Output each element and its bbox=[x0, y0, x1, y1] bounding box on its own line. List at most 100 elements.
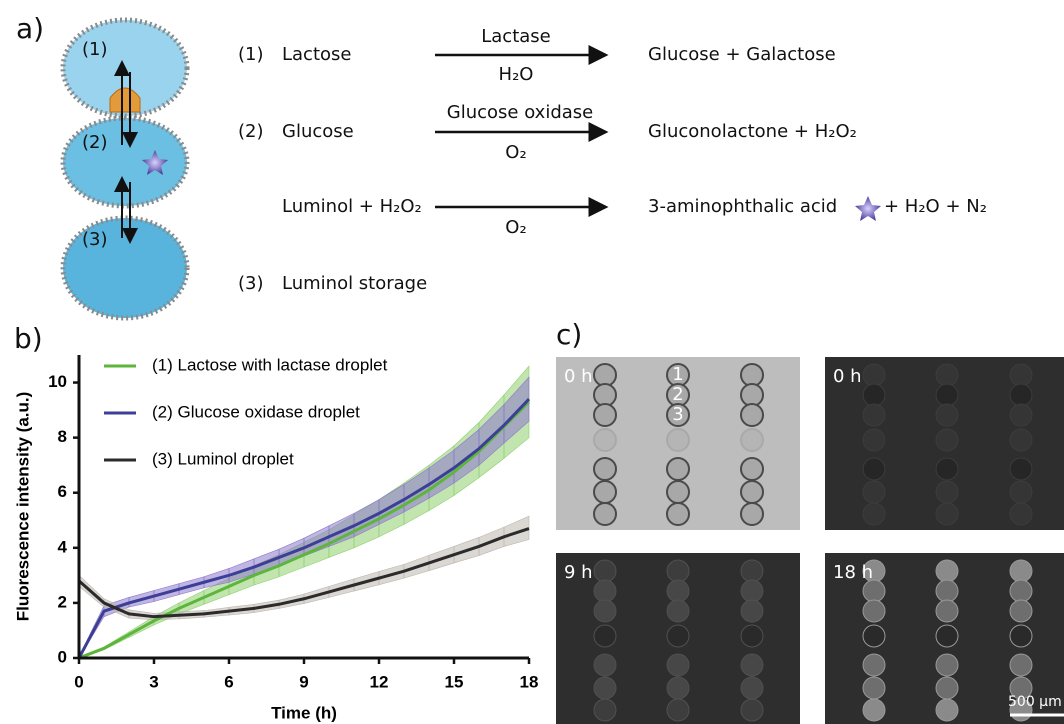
y-axis-label: Fluorescence intensity (a.u.) bbox=[13, 392, 32, 622]
droplet bbox=[667, 481, 689, 503]
enzyme: Glucose oxidase bbox=[447, 102, 593, 123]
reactant: Luminol storage bbox=[282, 273, 427, 294]
frame-time: 0 h bbox=[833, 366, 862, 387]
x-tick-label: 18 bbox=[520, 672, 539, 691]
droplet bbox=[863, 429, 885, 451]
product: Gluconolactone + H₂O₂ bbox=[648, 121, 857, 142]
droplet bbox=[1010, 560, 1032, 582]
droplet bbox=[863, 458, 885, 480]
droplet bbox=[741, 654, 763, 676]
droplet-number: 3 bbox=[672, 404, 683, 425]
x-tick-label: 0 bbox=[74, 672, 83, 691]
droplet-diagram bbox=[63, 20, 187, 318]
droplet bbox=[1010, 654, 1032, 676]
droplet bbox=[594, 404, 616, 426]
droplet bbox=[741, 699, 763, 721]
x-tick-label: 15 bbox=[445, 672, 464, 691]
legend-label: (1) Lactose with lactase droplet bbox=[152, 355, 388, 374]
y-tick-label: 2 bbox=[58, 592, 67, 611]
droplet bbox=[863, 384, 885, 406]
droplet bbox=[1010, 625, 1032, 647]
panel-label: a) bbox=[16, 12, 44, 45]
droplet bbox=[863, 654, 885, 676]
droplet bbox=[594, 481, 616, 503]
droplet bbox=[863, 364, 885, 386]
enzyme: Lactase bbox=[481, 26, 551, 47]
x-axis-label: Time (h) bbox=[271, 703, 337, 722]
droplet bbox=[741, 600, 763, 622]
droplet bbox=[936, 677, 958, 699]
droplet bbox=[741, 481, 763, 503]
droplet bbox=[863, 600, 885, 622]
droplet bbox=[741, 580, 763, 602]
cofactor: O₂ bbox=[505, 217, 526, 238]
droplet bbox=[936, 404, 958, 426]
reactant: Luminol + H₂O₂ bbox=[282, 196, 422, 217]
droplet bbox=[667, 625, 689, 647]
y-tick-label: 10 bbox=[48, 372, 67, 391]
droplet bbox=[936, 699, 958, 721]
droplet bbox=[594, 699, 616, 721]
droplet bbox=[594, 384, 616, 406]
droplet bbox=[1010, 429, 1032, 451]
droplet bbox=[594, 677, 616, 699]
droplet bbox=[667, 458, 689, 480]
x-tick-label: 9 bbox=[299, 672, 308, 691]
figure: a) (1) (2) (3) (1) Lactose Lactase H₂O G… bbox=[0, 0, 1064, 724]
legend-label: (3) Luminol droplet bbox=[152, 449, 294, 468]
droplet bbox=[667, 600, 689, 622]
droplet-label: (1) bbox=[82, 39, 108, 60]
droplet bbox=[1010, 364, 1032, 386]
y-tick-label: 0 bbox=[58, 647, 67, 666]
panel-label: b) bbox=[14, 322, 43, 355]
droplet bbox=[594, 458, 616, 480]
droplet bbox=[667, 429, 689, 451]
x-tick-label: 6 bbox=[224, 672, 233, 691]
droplet-label: (3) bbox=[82, 229, 108, 250]
droplet bbox=[594, 503, 616, 525]
droplet bbox=[936, 503, 958, 525]
droplet bbox=[594, 580, 616, 602]
x-tick-label: 12 bbox=[370, 672, 389, 691]
droplet bbox=[741, 625, 763, 647]
droplet bbox=[936, 458, 958, 480]
droplet bbox=[936, 654, 958, 676]
reaction-number: (3) bbox=[238, 273, 264, 294]
droplet bbox=[594, 600, 616, 622]
droplet bbox=[741, 429, 763, 451]
droplet bbox=[936, 600, 958, 622]
panel-label: c) bbox=[556, 318, 582, 351]
droplet bbox=[863, 481, 885, 503]
reactions: (1) Lactose Lactase H₂O Glucose + Galact… bbox=[238, 26, 987, 294]
product: 3-aminophthalic acid bbox=[648, 196, 837, 217]
droplet bbox=[667, 677, 689, 699]
x-tick-label: 3 bbox=[149, 672, 158, 691]
chart: (1) Lactose with lactase droplet (2) Gluc… bbox=[13, 355, 538, 722]
cofactor: O₂ bbox=[505, 142, 526, 163]
star bbox=[855, 196, 881, 221]
y-tick-label: 8 bbox=[58, 427, 67, 446]
droplet bbox=[936, 384, 958, 406]
droplet bbox=[936, 625, 958, 647]
frame-time: 18 h bbox=[833, 562, 873, 583]
droplet bbox=[1010, 481, 1032, 503]
droplet-number: 2 bbox=[672, 384, 683, 405]
legend-label: (2) Glucose oxidase droplet bbox=[152, 402, 360, 421]
droplet bbox=[741, 677, 763, 699]
droplet bbox=[741, 404, 763, 426]
droplet bbox=[594, 560, 616, 582]
droplet bbox=[741, 503, 763, 525]
droplet bbox=[863, 580, 885, 602]
droplet bbox=[936, 481, 958, 503]
frame-time: 9 h bbox=[564, 562, 593, 583]
cofactor: H₂O bbox=[499, 64, 534, 85]
droplet bbox=[863, 404, 885, 426]
droplet bbox=[936, 580, 958, 602]
scale-label: 500 µm bbox=[1008, 694, 1062, 710]
reactant: Lactose bbox=[282, 44, 351, 65]
droplet bbox=[667, 699, 689, 721]
frame-time: 0 h bbox=[564, 366, 593, 387]
droplet bbox=[667, 560, 689, 582]
reactant: Glucose bbox=[282, 121, 354, 142]
